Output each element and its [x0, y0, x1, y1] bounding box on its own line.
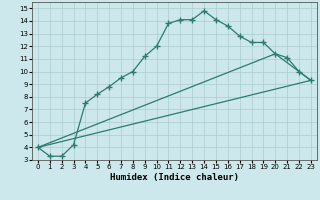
X-axis label: Humidex (Indice chaleur): Humidex (Indice chaleur) — [110, 173, 239, 182]
